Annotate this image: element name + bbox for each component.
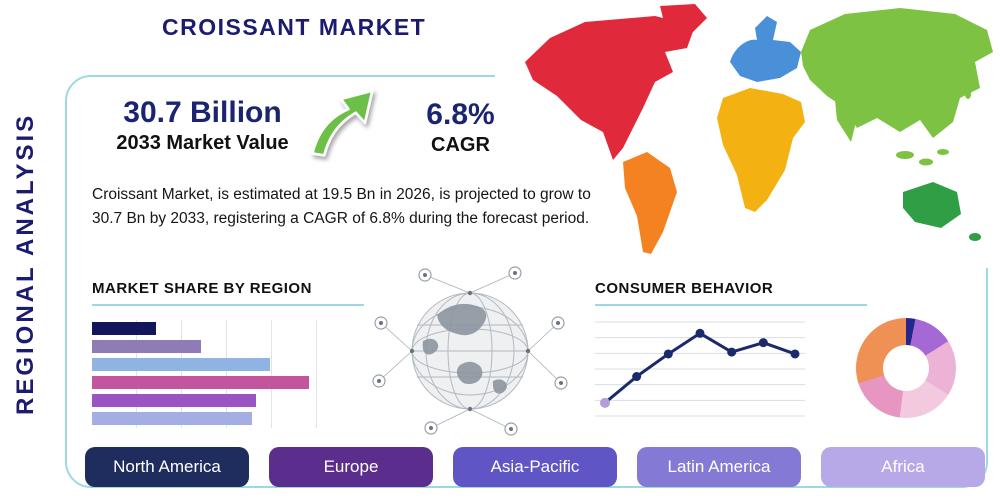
- bar-3: [92, 358, 270, 371]
- continent-north-america: [525, 16, 695, 160]
- region-button-latin-america[interactable]: Latin America: [637, 447, 801, 487]
- market-value: 30.7 Billion: [123, 96, 282, 129]
- cagr-stat: 6.8% CAGR: [403, 98, 518, 157]
- vertical-title: REGIONAL ANALYSIS: [12, 112, 39, 415]
- globe-landmasses: [422, 303, 507, 394]
- continent-india: [835, 100, 861, 142]
- continent-australia: [903, 182, 961, 228]
- line-chart-svg: [595, 321, 805, 417]
- bar-4: [92, 376, 309, 389]
- region-button-asia-pacific[interactable]: Asia-Pacific: [453, 447, 617, 487]
- market-share-section: MARKET SHARE BY REGION: [92, 280, 364, 428]
- line-point-4: [695, 328, 705, 338]
- cagr-label: CAGR: [431, 134, 490, 156]
- bar-row: [92, 412, 320, 425]
- region-button-europe[interactable]: Europe: [269, 447, 433, 487]
- southeast-asia-islands: [896, 149, 949, 166]
- cagr-value: 6.8%: [426, 98, 495, 131]
- bar-6: [92, 412, 252, 425]
- region-button-north-america[interactable]: North America: [85, 447, 249, 487]
- globe-network-illustration: [365, 263, 575, 438]
- bar-2: [92, 340, 202, 353]
- region-buttons: North America Europe Asia-Pacific Latin Ame…: [85, 447, 985, 487]
- market-description: Croissant Market, is estimated at 19.5 B…: [92, 186, 591, 228]
- continent-europe: [730, 16, 801, 82]
- growth-arrow-icon: [303, 84, 377, 162]
- page-title: CROISSANT MARKET: [162, 14, 427, 40]
- bar-5: [92, 394, 257, 407]
- japan-islands: [957, 73, 971, 99]
- network-node-icons: [372, 266, 568, 436]
- consumer-behavior-section: CONSUMER BEHAVIOR: [595, 280, 867, 426]
- line-point-7: [790, 349, 800, 359]
- bar-row: [92, 358, 320, 371]
- region-button-africa[interactable]: Africa: [821, 447, 985, 487]
- bar-row: [92, 322, 320, 335]
- continent-africa: [717, 88, 805, 212]
- line-point-3: [663, 349, 673, 359]
- continent-new-zealand: [969, 233, 981, 241]
- bar-row: [92, 340, 320, 353]
- market-value-label: 2033 Market Value: [116, 132, 289, 154]
- donut-chart: [856, 318, 956, 418]
- network-links: [378, 272, 562, 430]
- bar-chart-title: MARKET SHARE BY REGION: [92, 280, 364, 306]
- line-point-1: [600, 397, 610, 408]
- continent-greenland: [660, 4, 707, 32]
- market-value-stat: 30.7 Billion 2033 Market Value: [95, 96, 310, 155]
- bar-1: [92, 322, 156, 335]
- line-point-5: [727, 347, 737, 357]
- bar-row: [92, 376, 320, 389]
- line-point-2: [632, 372, 642, 382]
- world-map: [525, 4, 993, 254]
- line-point-6: [758, 338, 768, 348]
- bar-chart: [92, 320, 320, 428]
- bar-row: [92, 394, 320, 407]
- continent-south-america: [623, 152, 677, 254]
- line-chart-title: CONSUMER BEHAVIOR: [595, 280, 867, 306]
- continent-asia: [801, 8, 993, 138]
